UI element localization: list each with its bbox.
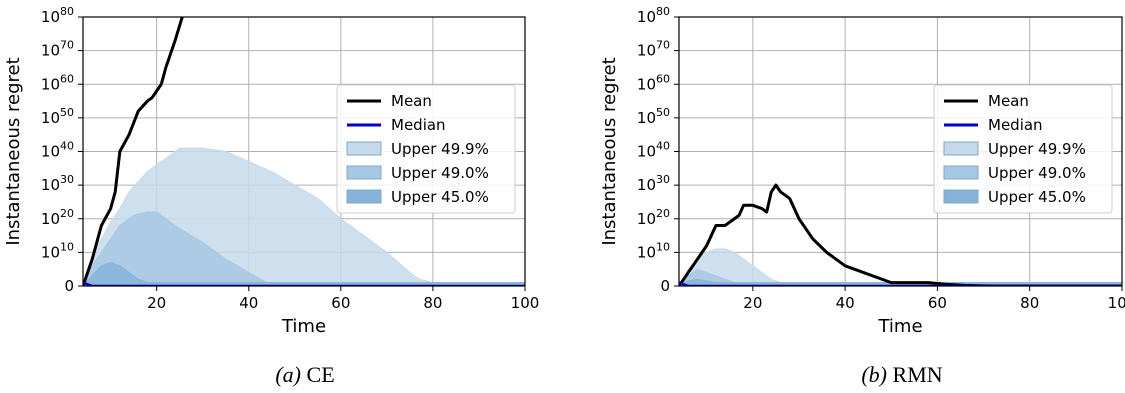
plot-area — [679, 183, 1122, 286]
legend-entry-label: Upper 49.9% — [988, 140, 1086, 158]
x-tick-label: 60 — [928, 294, 947, 312]
panel-caption: (a) CE — [275, 362, 334, 387]
y-tick-label: 1060 — [637, 72, 670, 93]
chart-panel-1: 20 40 60 80 10001010102010301040105010601070… — [3, 5, 540, 387]
y-axis-label: Instantaneous regret — [599, 57, 620, 245]
legend-entry-label: Upper 49.0% — [391, 164, 489, 182]
plot-area — [83, 17, 525, 286]
y-axis-label: Instantaneous regret — [3, 57, 24, 245]
panel-caption: (b) RMN — [861, 362, 942, 387]
series-band-2 — [679, 248, 1122, 286]
x-axis-label: Time — [877, 316, 922, 337]
legend-entry-label: Median — [988, 116, 1043, 134]
y-tick-label: 1060 — [41, 72, 74, 93]
x-tick-label: 100 — [1108, 294, 1125, 312]
x-tick-label: 40 — [836, 294, 855, 312]
legend-box — [933, 84, 1113, 214]
x-tick-label: 60 — [331, 294, 350, 312]
y-tick-label: 1050 — [41, 106, 74, 127]
legend-entry-label: Upper 45.0% — [988, 188, 1086, 206]
x-tick-label: 80 — [1020, 294, 1039, 312]
x-axis-label: Time — [281, 316, 326, 337]
y-tick-label: 1050 — [637, 106, 670, 127]
series-line-1 — [83, 281, 525, 286]
series-band-4 — [83, 261, 525, 286]
legend-entry-label: Upper 49.9% — [391, 140, 489, 158]
legend-entry-label: Upper 49.0% — [988, 164, 1086, 182]
y-tick-label: 1020 — [41, 207, 74, 228]
legend-swatch-band — [943, 189, 979, 204]
legend-swatch-band — [346, 165, 382, 180]
legend-swatch-band — [346, 141, 382, 156]
x-tick-label: 100 — [511, 294, 540, 312]
x-tick-label: 20 — [147, 294, 166, 312]
x-tick-label: 20 — [743, 294, 762, 312]
legend-entry-label: Upper 45.0% — [391, 188, 489, 206]
legend-swatch-band — [943, 165, 979, 180]
chart-panel-2: 2040608010001010102010301040105010601070… — [599, 5, 1125, 387]
y-tick-label: 1020 — [637, 207, 670, 228]
y-tick-label: 1030 — [637, 173, 670, 194]
y-tick-label: 1070 — [41, 39, 74, 60]
y-tick-label: 1040 — [637, 140, 670, 161]
y-tick-label: 1080 — [41, 5, 74, 26]
x-tick-label: 80 — [423, 294, 442, 312]
y-tick-label: 1030 — [41, 173, 74, 194]
legend-entry-label: Mean — [988, 92, 1029, 110]
y-tick-label: 1070 — [637, 39, 670, 60]
y-tick-label: 0 — [64, 277, 74, 295]
y-tick-label: 1010 — [637, 240, 670, 261]
series-line-0 — [83, 17, 184, 286]
y-tick-label: 1080 — [637, 5, 670, 26]
x-tick-label: 40 — [239, 294, 258, 312]
y-tick-label: 1040 — [41, 140, 74, 161]
y-tick-label: 0 — [660, 277, 670, 295]
legend-box — [336, 84, 516, 214]
series-line-1 — [679, 281, 1122, 286]
legend: Mean Median Upper 49.9% Upper 49.0% Upper 45… — [336, 84, 516, 214]
legend-entry-label: Median — [391, 116, 446, 134]
series-line-0 — [679, 183, 1122, 286]
legend-swatch-band — [346, 189, 382, 204]
y-tick-label: 1010 — [41, 240, 74, 261]
legend-swatch-band — [943, 141, 979, 156]
legend-entry-label: Mean — [391, 92, 432, 110]
legend: Mean Median Upper 49.9% Upper 49.0% Upper 45… — [933, 84, 1113, 214]
